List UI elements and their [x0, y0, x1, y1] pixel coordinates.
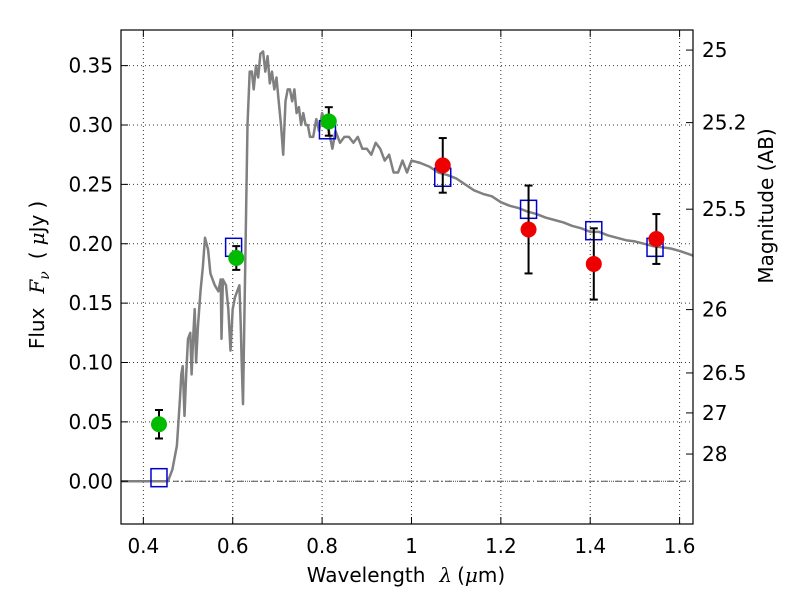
observed-photometry-series — [150, 113, 665, 433]
mag-tick-label: 25.2 — [702, 111, 747, 135]
mag-tick-label: 27 — [702, 401, 727, 425]
y-tick-label: 0.05 — [68, 410, 113, 434]
mag-tick-label: 25.5 — [702, 197, 747, 221]
plot-frame — [120, 29, 694, 525]
y-tick-label: 0.25 — [68, 172, 113, 196]
x-tick-label: 0.6 — [217, 534, 249, 558]
x-tick-label: 1.6 — [664, 534, 696, 558]
spectrum-series — [121, 50, 694, 483]
axis-ticks: 0.4 0.6 0.8 1 1.2 1.4 1.6 0.00 0.05 0.10 0.15 0.20 0… — [68, 30, 747, 558]
x-tick-label: 0.8 — [306, 534, 338, 558]
spectrum-line — [121, 50, 694, 483]
error-bars — [154, 106, 661, 440]
mag-tick-label: 26 — [702, 298, 727, 322]
y-tick-label: 0.30 — [68, 113, 113, 137]
x-axis-title: Wavelength λ (μm) — [307, 563, 505, 587]
optical-photometry-point — [228, 250, 245, 266]
y-axis-title: FluxFν(μJy) — [25, 201, 53, 349]
mag-tick-label: 26.5 — [702, 361, 747, 385]
nir-photometry-point — [648, 231, 665, 247]
x-tick-label: 1 — [405, 534, 418, 558]
y-tick-label: 0.20 — [68, 232, 113, 256]
x-tick-label: 1.4 — [574, 534, 606, 558]
y-tick-label: 0.00 — [68, 469, 113, 493]
model-square-marker — [150, 467, 168, 488]
y-tick-label: 0.10 — [68, 351, 113, 375]
nir-photometry-point — [520, 221, 537, 238]
mag-tick-label: 25 — [702, 38, 727, 62]
optical-photometry-point — [320, 113, 337, 130]
nir-photometry-point — [585, 255, 602, 272]
y-tick-label: 0.35 — [68, 54, 113, 78]
x-tick-label: 0.4 — [127, 534, 159, 558]
mag-tick-label: 28 — [702, 442, 727, 466]
y-tick-label: 0.15 — [68, 291, 113, 315]
optical-photometry-point — [150, 416, 167, 433]
x-tick-label: 1.2 — [485, 534, 517, 558]
nir-photometry-point — [434, 157, 451, 174]
grid-lines — [121, 30, 693, 524]
y2-axis-title: Magnitude (AB) — [754, 128, 778, 283]
